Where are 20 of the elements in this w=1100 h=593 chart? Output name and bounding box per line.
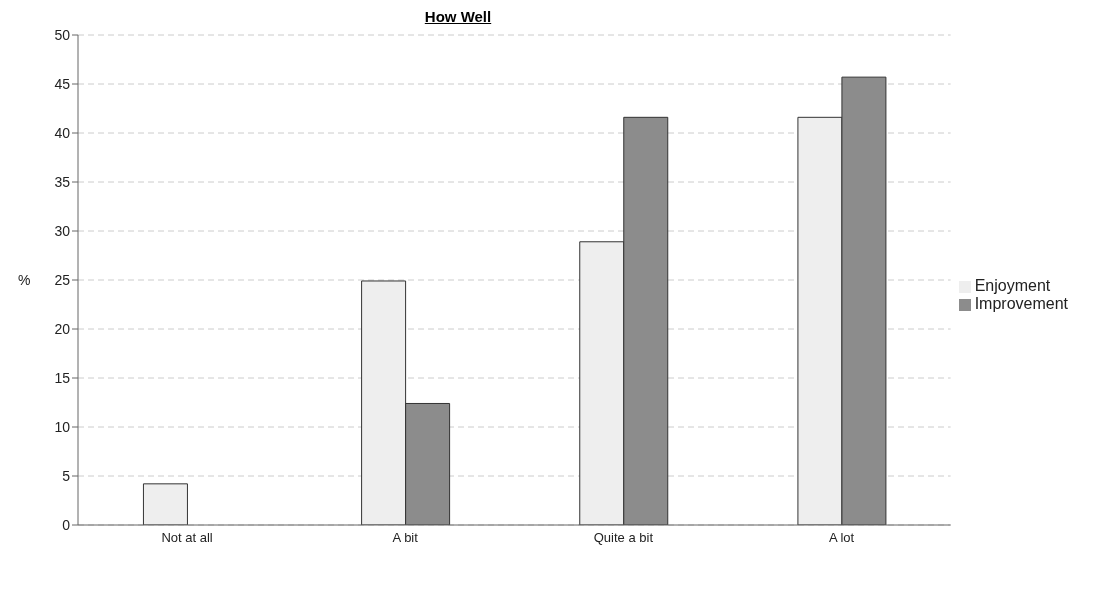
x-tick-label: A lot xyxy=(828,530,855,546)
y-tick-label: 40 xyxy=(54,124,71,141)
y-tick-label: 25 xyxy=(54,271,71,288)
y-tick-label: 15 xyxy=(54,369,71,386)
y-tick-label: 0 xyxy=(62,516,71,533)
bar xyxy=(142,483,188,525)
y-tick-label: 45 xyxy=(54,75,71,92)
x-tick-label: Quite a bit xyxy=(593,530,654,546)
y-tick-label: 50 xyxy=(54,26,71,43)
x-tick-label: Not at all xyxy=(161,530,213,546)
y-tick-label: 30 xyxy=(54,222,71,239)
y-tick-label: 10 xyxy=(54,418,71,435)
legend-label: Enjoyment xyxy=(974,277,1051,294)
legend-label: Improvement xyxy=(974,295,1068,312)
y-axis-title: % xyxy=(18,271,31,288)
x-tick-label: A bit xyxy=(392,530,419,546)
y-tick-label: 5 xyxy=(62,467,71,484)
y-tick-label: 20 xyxy=(54,320,71,337)
chart-title: How Well xyxy=(423,8,493,25)
y-tick-label: 35 xyxy=(54,173,71,190)
